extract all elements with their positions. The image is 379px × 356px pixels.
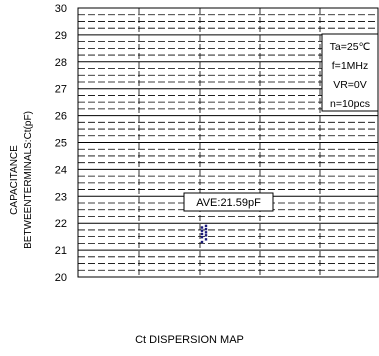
y-tick-label: 27 xyxy=(55,84,67,96)
y-tick-label: 29 xyxy=(55,30,67,42)
condition-sample-count: n=10pcs xyxy=(330,98,370,110)
grid xyxy=(78,8,378,277)
data-point xyxy=(200,240,204,244)
y-tick-label: 23 xyxy=(55,191,67,203)
data-point xyxy=(200,226,204,229)
data-point xyxy=(204,227,208,231)
data-point xyxy=(200,235,204,239)
data-point xyxy=(204,231,208,234)
average-annotation-box xyxy=(183,192,274,212)
y-axis-label-line2: BETWEENTERMINALS:Ct(pF) xyxy=(23,111,34,249)
y-axis-label-line1: CAPACITANCE xyxy=(9,145,20,215)
y-tick-label: 21 xyxy=(55,245,67,257)
y-tick-label: 30 xyxy=(55,3,67,15)
data-point xyxy=(200,229,204,232)
y-tick-label: 25 xyxy=(55,138,67,150)
condition-frequency: f=1MHz xyxy=(332,60,368,72)
data-points xyxy=(200,224,208,244)
average-annotation-text: AVE:21.59pF xyxy=(196,197,261,209)
condition-temperature: Ta=25℃ xyxy=(330,41,371,53)
chart-title: Ct DISPERSION MAP xyxy=(135,334,244,346)
plot-area-frame xyxy=(77,7,379,278)
y-tick-label: 24 xyxy=(55,164,67,176)
y-tick-label: 22 xyxy=(55,218,67,230)
data-point xyxy=(204,234,208,237)
data-point xyxy=(200,232,204,236)
data-point xyxy=(204,238,208,241)
conditions-legend: Ta=25℃ f=1MHz VR=0V n=10pcs xyxy=(321,33,379,112)
average-annotation: AVE:21.59pF xyxy=(183,192,274,212)
y-tick-label: 28 xyxy=(55,57,67,69)
y-axis-ticks: 20 21 22 23 24 25 26 27 28 29 30 xyxy=(55,3,67,284)
y-axis-label: CAPACITANCE BETWEENTERMINALS:Ct(pF) xyxy=(9,111,34,249)
y-tick-label: 26 xyxy=(55,111,67,123)
condition-voltage: VR=0V xyxy=(333,79,367,91)
data-point xyxy=(204,224,208,228)
y-tick-label: 20 xyxy=(55,272,67,284)
conditions-legend-frame xyxy=(321,33,379,112)
